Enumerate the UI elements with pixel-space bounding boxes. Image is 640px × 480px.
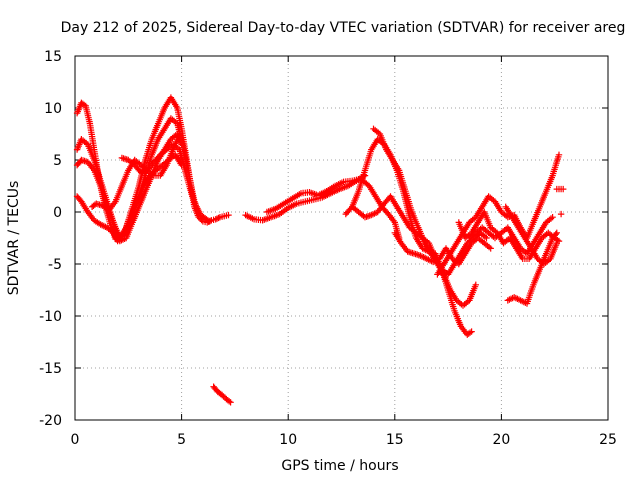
x-tick-label: 15 [386,432,404,448]
axis-ticks: 0 5 10 15 20 25 15 10 5 0 -5 -10 -15 -20 [39,49,617,448]
x-axis-label: GPS time / hours [281,458,398,474]
x-tick-label: 10 [279,432,297,448]
y-tick-label: 15 [44,49,62,65]
y-tick-label: -5 [48,257,62,273]
series-track-6 [118,141,213,225]
y-axis-label: SDTVAR / TECUs [6,181,22,296]
plot-frame [74,55,609,421]
data-points [73,94,567,406]
chart-title: Day 212 of 2025, Sidereal Day-to-day VTE… [61,20,626,36]
data-point-markers [210,383,234,406]
data-point-markers [370,125,479,309]
x-tick-label: 0 [71,432,80,448]
x-tick-label: 5 [177,432,186,448]
y-tick-label: -15 [39,361,62,377]
series-track-19 [553,185,567,193]
data-point-markers [342,136,475,338]
x-tick-label: 20 [492,432,510,448]
grid [75,56,608,420]
y-tick-label: 5 [53,153,62,169]
x-tick-label: 25 [599,432,617,448]
y-tick-label: 0 [53,205,62,221]
series-track-3 [73,130,185,245]
series-track-8 [242,172,369,224]
data-point-markers [88,130,183,214]
y-tick-label: 10 [44,101,62,117]
data-point-markers [553,185,567,193]
series-track-20 [557,210,565,218]
data-point-markers [242,172,369,224]
data-point-markers [557,210,565,218]
series-track-7 [210,383,234,406]
data-point-markers [502,203,560,268]
data-point-markers [118,141,213,225]
series-track-10 [342,136,475,338]
y-tick-label: -20 [39,413,62,429]
series-track-5 [88,130,183,214]
y-tick-label: -10 [39,309,62,325]
series-track-18 [502,203,560,268]
data-point-markers [73,130,185,245]
series-track-11 [370,125,479,309]
